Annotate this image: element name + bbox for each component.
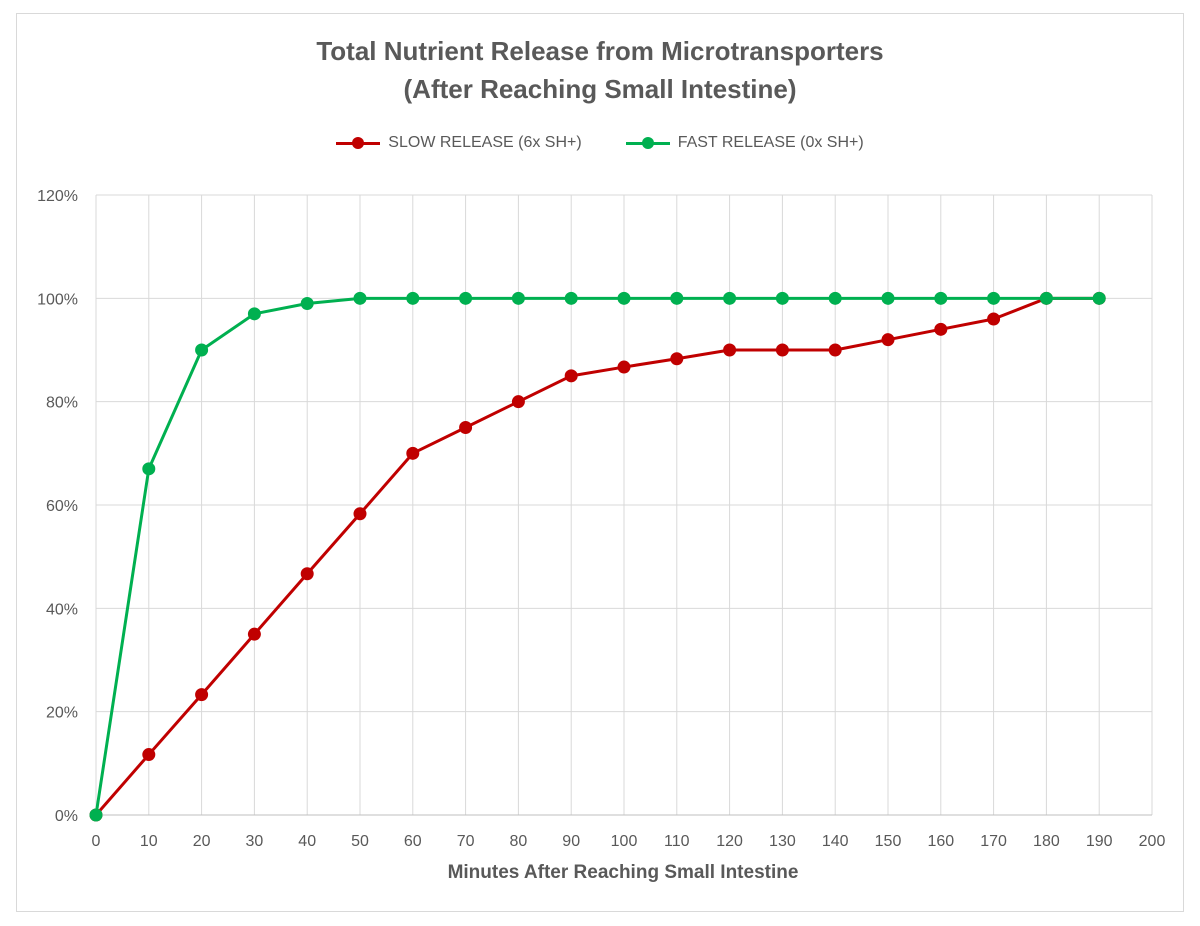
x-tick-label: 120 <box>716 833 743 850</box>
series-1-point <box>89 808 103 822</box>
series-1-point <box>934 291 948 305</box>
series-1-point <box>353 291 367 305</box>
series-0-point <box>828 343 842 357</box>
y-tick-label: 60% <box>46 498 78 515</box>
y-tick-label: 120% <box>37 188 78 205</box>
chart-title-line2: (After Reaching Small Intestine) <box>403 74 797 104</box>
legend-swatch-fast <box>625 137 670 149</box>
series-0-point <box>775 343 789 357</box>
series-1-point <box>1092 291 1106 305</box>
x-tick-label: 140 <box>822 833 849 850</box>
chart-frame <box>16 13 1184 912</box>
x-tick-label: 190 <box>1086 833 1113 850</box>
series-0-point <box>723 343 737 357</box>
x-tick-label: 0 <box>92 833 101 850</box>
x-axis-title: Minutes After Reaching Small Intestine <box>447 862 799 883</box>
x-tick-label: 150 <box>875 833 902 850</box>
series-1-point <box>195 343 209 357</box>
legend-label-slow: SLOW RELEASE (6x SH+) <box>388 134 582 151</box>
x-tick-label: 60 <box>404 833 422 850</box>
series-1-point <box>247 307 261 321</box>
series-1-point <box>300 297 314 310</box>
series-0-point <box>142 748 156 762</box>
y-tick-label: 40% <box>46 601 78 618</box>
x-tick-label: 90 <box>562 833 580 850</box>
series-0-point <box>934 322 948 336</box>
legend-label-fast: FAST RELEASE (0x SH+) <box>677 134 864 151</box>
series-0-point <box>564 369 578 383</box>
series-0-point <box>459 421 473 434</box>
chart-title: Total Nutrient Release from Microtranspo… <box>0 32 1200 108</box>
series-line-1 <box>94 296 1101 817</box>
y-tick-label: 80% <box>46 395 78 412</box>
x-tick-label: 170 <box>980 833 1007 850</box>
y-tick-label: 20% <box>46 705 78 722</box>
x-tick-label: 160 <box>927 833 954 850</box>
x-tick-label: 30 <box>246 833 264 850</box>
series-1-point <box>987 291 1001 305</box>
series-0-point <box>406 446 420 460</box>
x-tick-label: 200 <box>1139 833 1166 850</box>
series-0-point <box>353 507 367 521</box>
series-0-point <box>881 333 895 347</box>
series-0-point <box>617 360 631 374</box>
series-1-point <box>617 291 631 305</box>
legend-item-fast: FAST RELEASE (0x SH+) <box>625 134 864 152</box>
chart-title-line1: Total Nutrient Release from Microtranspo… <box>316 36 884 66</box>
series-1-point <box>1039 291 1053 305</box>
x-tick-label: 40 <box>298 833 316 850</box>
y-tick-label: 0% <box>55 808 78 825</box>
series-1-point <box>723 291 737 305</box>
series-line-0 <box>94 296 1101 817</box>
series-1-point <box>828 291 842 305</box>
x-tick-label: 20 <box>193 833 211 850</box>
series-1-point <box>670 291 684 305</box>
x-tick-label: 70 <box>457 833 475 850</box>
series-1-point <box>775 291 789 305</box>
series-1-point <box>511 291 525 305</box>
y-tick-label: 100% <box>37 291 78 308</box>
x-tick-label: 110 <box>664 833 690 850</box>
series-0-point <box>300 567 314 581</box>
series-0-point <box>987 312 1001 326</box>
x-tick-label: 130 <box>769 833 796 850</box>
legend-swatch-slow <box>336 137 381 149</box>
series-1-point <box>459 291 473 305</box>
x-tick-label: 80 <box>510 833 528 850</box>
x-tick-label: 10 <box>140 833 158 850</box>
series-1-point <box>142 462 156 476</box>
series-0-point <box>195 688 209 702</box>
series-0-point <box>511 395 525 409</box>
legend: SLOW RELEASE (6x SH+) FAST RELEASE (0x S… <box>0 131 1200 155</box>
series-1-point <box>564 291 578 305</box>
series-0-point <box>670 352 684 366</box>
x-tick-label: 50 <box>351 833 369 850</box>
series-0-point <box>247 627 261 641</box>
x-tick-label: 180 <box>1033 833 1060 850</box>
x-tick-label: 100 <box>611 833 638 850</box>
legend-item-slow: SLOW RELEASE (6x SH+) <box>336 134 582 152</box>
series-1-point <box>881 291 895 305</box>
series-1-point <box>406 291 420 305</box>
